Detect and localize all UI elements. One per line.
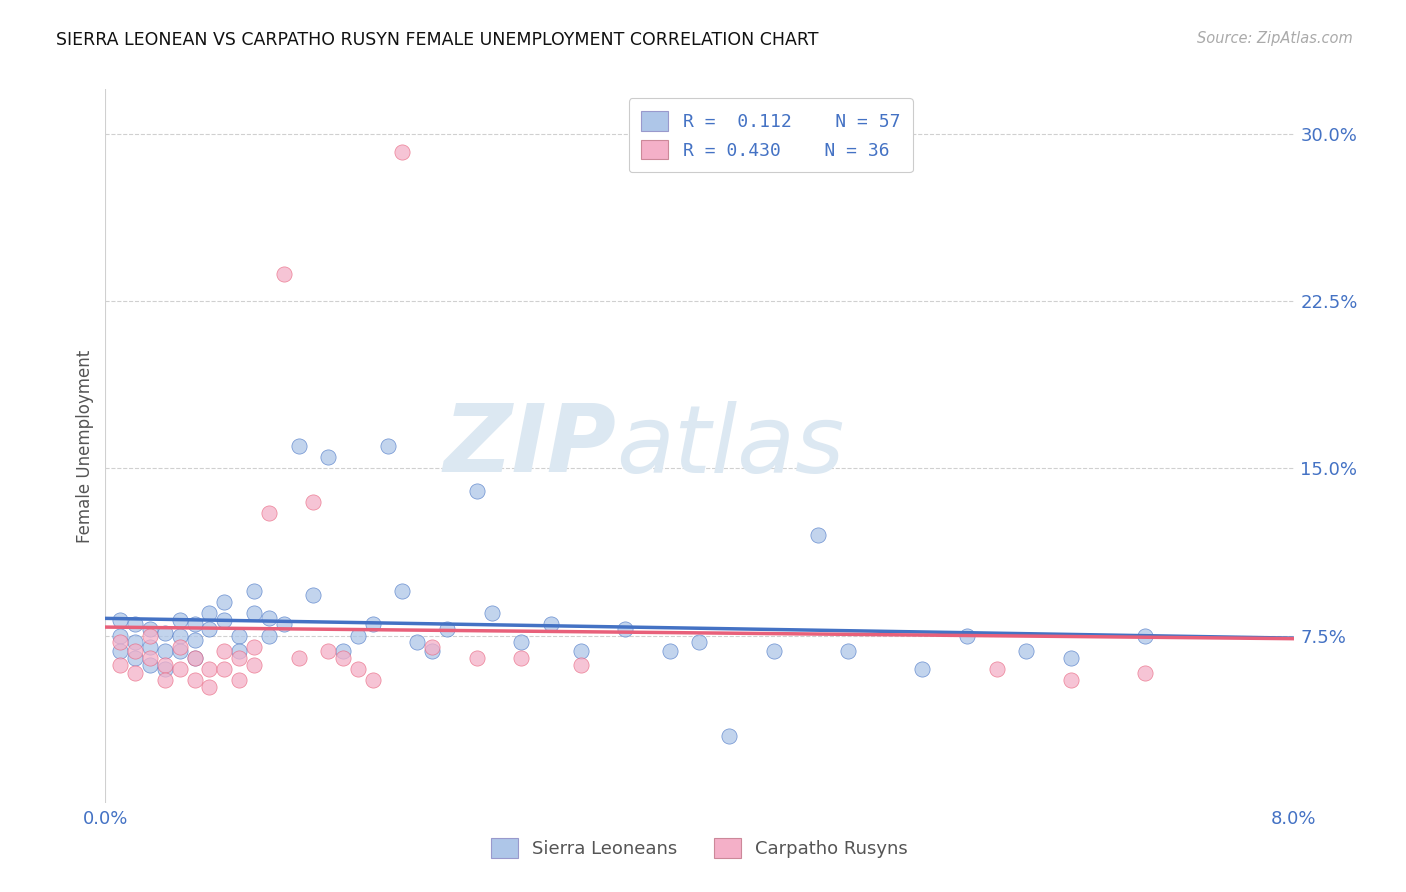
- Point: [110, 628, 132, 642]
- Point: [569, 644, 592, 658]
- Point: [614, 622, 637, 636]
- Point: [198, 607, 221, 621]
- Point: [257, 506, 280, 520]
- Point: [287, 439, 309, 453]
- Point: [302, 589, 325, 603]
- Point: [332, 651, 354, 665]
- Point: [273, 617, 295, 632]
- Point: [316, 450, 339, 465]
- Point: [198, 680, 221, 694]
- Point: [198, 662, 221, 676]
- Point: [124, 617, 146, 632]
- Point: [837, 644, 859, 658]
- Point: [139, 657, 162, 672]
- Point: [214, 644, 236, 658]
- Point: [228, 644, 250, 658]
- Text: atlas: atlas: [616, 401, 845, 491]
- Point: [183, 633, 205, 648]
- Point: [153, 644, 176, 658]
- Point: [139, 622, 162, 636]
- Point: [347, 628, 370, 642]
- Point: [1060, 651, 1083, 665]
- Point: [436, 622, 458, 636]
- Point: [465, 483, 488, 498]
- Point: [110, 644, 132, 658]
- Point: [347, 662, 370, 676]
- Point: [1133, 628, 1156, 642]
- Point: [986, 662, 1008, 676]
- Point: [124, 666, 146, 681]
- Point: [1060, 673, 1083, 687]
- Point: [273, 268, 295, 282]
- Point: [391, 583, 413, 598]
- Point: [465, 651, 488, 665]
- Point: [569, 657, 592, 672]
- Point: [198, 622, 221, 636]
- Point: [406, 635, 429, 649]
- Text: ZIP: ZIP: [443, 400, 616, 492]
- Point: [391, 145, 413, 159]
- Point: [510, 651, 533, 665]
- Point: [228, 628, 250, 642]
- Text: Source: ZipAtlas.com: Source: ZipAtlas.com: [1197, 31, 1353, 46]
- Point: [110, 657, 132, 672]
- Point: [139, 640, 162, 654]
- Point: [956, 628, 979, 642]
- Point: [183, 617, 205, 632]
- Point: [658, 644, 681, 658]
- Point: [228, 673, 250, 687]
- Point: [911, 662, 934, 676]
- Point: [257, 610, 280, 624]
- Point: [169, 662, 191, 676]
- Point: [302, 494, 325, 508]
- Point: [139, 651, 162, 665]
- Point: [153, 657, 176, 672]
- Point: [169, 628, 191, 642]
- Point: [243, 640, 266, 654]
- Point: [124, 644, 146, 658]
- Point: [420, 640, 443, 654]
- Point: [243, 583, 266, 598]
- Point: [124, 651, 146, 665]
- Point: [110, 635, 132, 649]
- Point: [361, 673, 384, 687]
- Point: [257, 628, 280, 642]
- Point: [689, 635, 711, 649]
- Point: [481, 607, 503, 621]
- Point: [316, 644, 339, 658]
- Point: [243, 657, 266, 672]
- Point: [110, 613, 132, 627]
- Point: [1015, 644, 1038, 658]
- Y-axis label: Female Unemployment: Female Unemployment: [76, 350, 94, 542]
- Point: [124, 635, 146, 649]
- Point: [183, 673, 205, 687]
- Point: [332, 644, 354, 658]
- Point: [377, 439, 399, 453]
- Point: [214, 613, 236, 627]
- Point: [243, 607, 266, 621]
- Point: [540, 617, 562, 632]
- Point: [361, 617, 384, 632]
- Point: [228, 651, 250, 665]
- Point: [718, 729, 741, 743]
- Point: [762, 644, 785, 658]
- Point: [1133, 666, 1156, 681]
- Point: [153, 626, 176, 640]
- Point: [214, 595, 236, 609]
- Point: [807, 528, 830, 542]
- Point: [153, 662, 176, 676]
- Point: [183, 651, 205, 665]
- Legend: Sierra Leoneans, Carpatho Rusyns: Sierra Leoneans, Carpatho Rusyns: [484, 830, 915, 865]
- Point: [287, 651, 309, 665]
- Point: [420, 644, 443, 658]
- Text: SIERRA LEONEAN VS CARPATHO RUSYN FEMALE UNEMPLOYMENT CORRELATION CHART: SIERRA LEONEAN VS CARPATHO RUSYN FEMALE …: [56, 31, 818, 49]
- Point: [510, 635, 533, 649]
- Point: [139, 628, 162, 642]
- Point: [169, 644, 191, 658]
- Point: [169, 613, 191, 627]
- Point: [169, 640, 191, 654]
- Point: [183, 651, 205, 665]
- Point: [153, 673, 176, 687]
- Point: [214, 662, 236, 676]
